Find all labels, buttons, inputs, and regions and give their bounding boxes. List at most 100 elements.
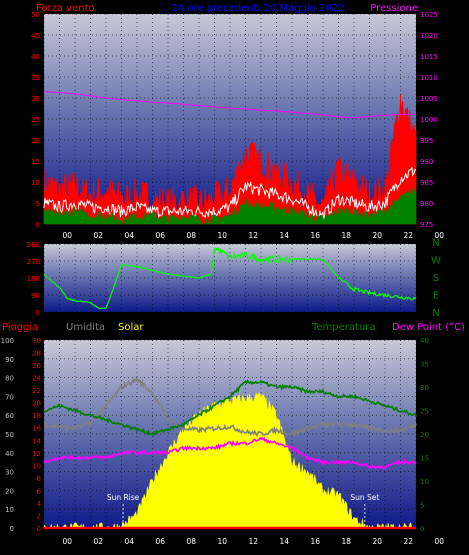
- wind-x-tick-label: 18: [341, 231, 351, 240]
- pressure-y-tick-label: 985: [420, 179, 433, 187]
- humidity-y-tick-label: 50: [5, 431, 14, 439]
- humidity-y-tick-label: 90: [5, 356, 14, 364]
- humidity-y-tick-label: 60: [5, 412, 14, 420]
- temperature-y-tick-label: 10: [420, 478, 429, 486]
- compass-label: E: [433, 291, 439, 302]
- humidity-y-tick-label: 70: [5, 393, 14, 401]
- wind-pressure-chart: Forza vento 24 ore precedenti 20 Maggio …: [31, 3, 444, 240]
- pressure-y-tick-label: 1025: [420, 11, 438, 19]
- rain-y-tick-label: 14: [32, 437, 41, 445]
- series-dewpoint: [43, 436, 417, 471]
- wind-x-tick-label: 02: [93, 231, 103, 240]
- climate-series: [43, 376, 417, 530]
- rain-y-tick-label: 22: [32, 387, 41, 395]
- humidity-y-tick-label: 0: [10, 525, 14, 533]
- rain-y-tick-label: 26: [32, 362, 41, 370]
- compass-label: W: [431, 256, 441, 267]
- chart-title: 24 ore precedenti 20 Maggio 2022: [172, 3, 345, 14]
- compass-label: S: [433, 273, 439, 284]
- temperature-y-ticks: 0 5 10 15 20 25 30 35 40: [420, 337, 429, 533]
- pressure-y-tick-label: 1005: [420, 95, 438, 103]
- temperature-y-tick-label: 20: [420, 431, 429, 439]
- rain-y-tick-label: 28: [32, 350, 41, 358]
- direction-y-tick-label: 270: [27, 258, 40, 266]
- climate-x-tick-label: 10: [217, 537, 227, 546]
- humidity-y-tick-label: 100: [1, 337, 14, 345]
- rain-y-tick-label: 24: [32, 375, 41, 383]
- wind-y-tick-label: 30: [31, 95, 40, 103]
- temperature-y-tick-label: 0: [420, 525, 424, 533]
- wind-y-tick-label: 25: [31, 116, 40, 124]
- series-direction: [43, 247, 417, 310]
- wind-x-ticks: 00 02 04 06 08 10 12 14 16 18 20 22 00: [62, 231, 444, 240]
- rain-y-tick-label: 8: [37, 475, 41, 483]
- humidity-y-tick-label: 40: [5, 450, 14, 458]
- rain-y-tick-label: 0: [37, 525, 41, 533]
- wind-x-tick-label: 14: [279, 231, 289, 240]
- wind-x-tick-label: 22: [403, 231, 413, 240]
- rain-y-tick-label: 18: [32, 412, 41, 420]
- wind-y-tick-label: 15: [31, 158, 40, 166]
- wind-grid: [43, 13, 417, 225]
- pressure-y-tick-label: 1000: [420, 116, 438, 124]
- direction-y-tick-label: 180: [27, 275, 40, 283]
- wind-x-tick-label: 12: [248, 231, 258, 240]
- wind-y-tick-label: 45: [31, 32, 40, 40]
- direction-y-tick-label: 0: [36, 309, 40, 317]
- pressure-y-tick-label: 975: [420, 221, 433, 229]
- series-gust: [43, 94, 417, 225]
- series-pressure: [43, 91, 416, 119]
- series-temperature: [43, 379, 417, 437]
- wind-x-tick-label: 20: [372, 231, 382, 240]
- solar-legend: Solar: [118, 322, 144, 333]
- direction-grid: [43, 243, 417, 313]
- pressure-y-tick-label: 1010: [420, 74, 438, 82]
- climate-x-tick-label: 02: [93, 537, 103, 546]
- wind-x-tick-label: 00: [62, 231, 72, 240]
- climate-x-tick-label: 18: [341, 537, 351, 546]
- climate-x-tick-label: 20: [372, 537, 382, 546]
- pressure-y-tick-label: 990: [420, 158, 433, 166]
- pressure-y-tick-label: 1015: [420, 53, 438, 61]
- climate-x-tick-label: 04: [124, 537, 134, 546]
- direction-y-tick-label: 90: [31, 292, 40, 300]
- climate-chart: Pioggia Umidita Solar Temperatura Dew Po…: [1, 322, 465, 546]
- pressure-y-ticks: 975 980 985 990 995 1000 1005 1010 1015 1020 1025: [420, 11, 438, 229]
- sun-annotation-label: Sun Rise: [107, 493, 140, 502]
- pressure-y-tick-label: 980: [420, 200, 433, 208]
- wind-y-tick-label: 50: [31, 11, 40, 19]
- rain-y-tick-label: 12: [32, 450, 41, 458]
- pressure-y-tick-label: 995: [420, 137, 433, 145]
- climate-x-tick-label: 06: [155, 537, 165, 546]
- wind-y-ticks: 0 5 10 15 20 25 30 35 40 45 50: [31, 11, 40, 229]
- compass-label: N: [432, 238, 439, 249]
- climate-x-tick-label: 00: [62, 537, 72, 546]
- temperature-y-tick-label: 30: [420, 384, 429, 392]
- wind-y-tick-label: 20: [31, 137, 40, 145]
- wind-y-tick-label: 10: [31, 179, 40, 187]
- direction-y-tick-label: 360: [27, 241, 40, 249]
- wind-x-tick-label: 08: [186, 231, 196, 240]
- rain-y-tick-label: 10: [32, 462, 41, 470]
- climate-x-tick-label: 08: [186, 537, 196, 546]
- compass-label: N: [432, 308, 439, 319]
- climate-x-ticks: 00 02 04 06 08 10 12 14 16 18 20 22 00: [62, 537, 444, 546]
- humidity-y-tick-label: 10: [5, 506, 14, 514]
- wind-y-tick-label: 35: [31, 74, 40, 82]
- temperature-y-tick-label: 25: [420, 408, 429, 416]
- wind-series: [43, 91, 417, 226]
- climate-x-tick-label: 00: [434, 537, 444, 546]
- rain-y-tick-label: 2: [37, 512, 41, 520]
- temperature-y-tick-label: 15: [420, 455, 429, 463]
- direction-y-ticks: 0 90 180 270 360: [27, 241, 40, 317]
- dewpoint-legend: Dew Point (°C): [392, 322, 465, 333]
- wind-x-tick-label: 16: [310, 231, 320, 240]
- humidity-y-ticks: 0 10 20 30 40 50 60 70 80 90 100: [1, 337, 14, 533]
- humidity-legend: Umidita: [66, 322, 105, 333]
- climate-x-tick-label: 12: [248, 537, 258, 546]
- direction-series: [43, 247, 417, 310]
